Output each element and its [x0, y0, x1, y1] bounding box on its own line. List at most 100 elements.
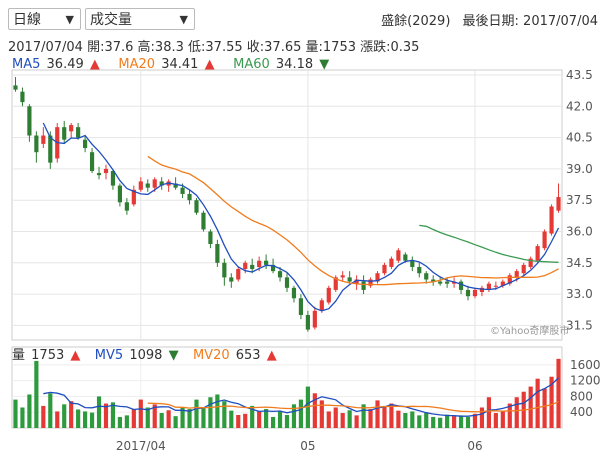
candle-body: [229, 277, 234, 282]
volume-bar: [445, 414, 450, 428]
candle-body: [48, 135, 53, 163]
volume-bar: [452, 416, 457, 428]
volume-bar: [215, 394, 220, 428]
volume-bar: [479, 407, 485, 428]
mv20-line: [147, 401, 559, 413]
candle-body: [215, 244, 220, 263]
mv20-label: MV20: [192, 348, 230, 363]
candle-body: [431, 279, 436, 282]
volume-bar: [277, 411, 283, 428]
period-select-value: 日線: [13, 12, 41, 28]
candle-body: [264, 260, 269, 265]
candle-body: [145, 183, 150, 188]
volume-bar: [382, 405, 387, 428]
up-arrow-icon: ▲: [266, 348, 277, 363]
ma60-value: 34.18: [275, 57, 314, 72]
volume-bar: [13, 399, 18, 428]
candle-body: [250, 264, 255, 270]
stock-name: 盛餘(2029): [381, 14, 451, 29]
volume-bar: [187, 409, 192, 428]
mv5-line: [43, 377, 559, 417]
candle-body: [542, 231, 547, 249]
period-select[interactable]: 日線 ▼: [8, 8, 81, 30]
volume-bar: [312, 393, 317, 428]
volume-bar: [69, 401, 74, 428]
volume-bar: [27, 394, 32, 428]
candle-body: [361, 281, 366, 290]
volume-bar: [424, 413, 429, 428]
candle-body: [13, 85, 18, 90]
volume-bar: [250, 405, 255, 428]
volume-bar: [243, 413, 248, 428]
volume-bar: [96, 396, 102, 428]
volume-bar: [236, 414, 241, 428]
candle-body: [257, 260, 262, 267]
volume-bar: [41, 405, 46, 428]
candle-body: [403, 254, 408, 261]
volume-bar: [131, 409, 136, 428]
candle-body: [424, 273, 429, 280]
candle-body: [528, 258, 533, 267]
volume-bar: [229, 410, 234, 428]
volume-bar: [389, 403, 394, 428]
candle-body: [486, 283, 491, 290]
volume-bar: [103, 403, 109, 428]
time-tick-label: 05: [300, 439, 315, 453]
candle-body: [375, 273, 380, 282]
chevron-down-icon: ▼: [179, 13, 188, 26]
quote-line: 2017/07/04 開:37.6 高:38.3 低:37.55 收:37.65…: [8, 36, 419, 55]
candle-body: [298, 298, 304, 315]
candle-body: [319, 300, 324, 311]
candle-body: [138, 181, 143, 190]
candle-body: [521, 264, 526, 274]
volume-bar: [347, 410, 352, 428]
ma-legend: MA5 36.49 ▲ MA20 34.41 ▲ MA60 34.18 ▼: [12, 57, 331, 72]
candle-body: [445, 281, 450, 284]
candle-body: [270, 264, 276, 272]
volume-bar: [368, 409, 373, 428]
quote-volume: 量:1753: [305, 40, 356, 55]
candle-body: [472, 289, 478, 297]
ma20-label: MA20: [118, 57, 156, 72]
volume-bar: [138, 399, 143, 428]
candle-body: [556, 197, 561, 211]
candle-body: [396, 250, 401, 261]
down-arrow-icon: ▼: [319, 57, 330, 72]
price-tick-label: 33.0: [566, 287, 593, 301]
volume-bar: [340, 413, 345, 428]
volume-bar: [431, 416, 436, 428]
volume-bar: [354, 415, 359, 428]
volume-bar: [493, 413, 498, 428]
volume-bar: [403, 413, 408, 428]
volume-bar: [208, 397, 213, 428]
price-tick-label: 40.5: [566, 131, 593, 145]
last-date: 最後日期: 2017/07/04: [462, 14, 598, 29]
ma5-label: MA5: [12, 57, 41, 72]
volume-bar: [152, 404, 157, 428]
price-tick-label: 43.5: [566, 68, 593, 82]
volume-bar: [166, 410, 171, 428]
volume-bar: [542, 388, 547, 428]
volume-bar: [55, 411, 60, 428]
moving-average-lines: [42, 122, 560, 312]
candle-body: [20, 91, 25, 103]
price-tick-label: 31.5: [566, 318, 593, 332]
volume-bar: [34, 360, 39, 428]
indicator-select-value: 成交量: [90, 12, 132, 28]
candle-body: [103, 168, 109, 174]
candle-body: [312, 310, 317, 328]
candle-body: [159, 181, 164, 186]
quote-low: 低:37.55: [188, 40, 243, 55]
indicator-select[interactable]: 成交量 ▼: [85, 8, 195, 30]
candle-body: [326, 287, 331, 303]
candle-body: [173, 183, 178, 188]
candle-body: [236, 269, 241, 280]
volume-bar: [472, 413, 478, 428]
candle-body: [187, 193, 192, 201]
candle-body: [117, 185, 122, 203]
candle-body: [333, 277, 338, 290]
candle-body: [500, 281, 505, 286]
volume-bar: [76, 409, 81, 428]
candle-body: [110, 170, 116, 186]
